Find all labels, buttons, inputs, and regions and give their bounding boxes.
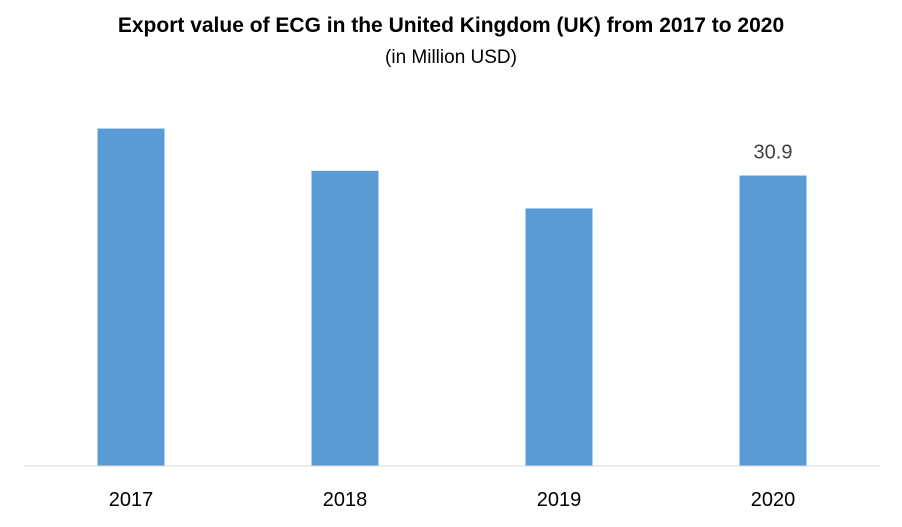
bar-2020 — [739, 175, 807, 467]
bar-2019 — [525, 208, 593, 466]
x-tick-label-2019: 2019 — [537, 489, 582, 511]
bars-group — [97, 128, 807, 467]
data-label-2020: 30.9 — [754, 142, 793, 164]
bar-2017 — [97, 128, 165, 467]
bar-2018 — [311, 170, 379, 466]
data-labels: 30.9 — [754, 142, 793, 164]
chart-subtitle: (in Million USD) — [385, 47, 517, 68]
chart-title: Export value of ECG in the United Kingdo… — [117, 14, 785, 37]
x-tick-label-2020: 2020 — [751, 489, 796, 511]
x-tick-label-2017: 2017 — [109, 489, 154, 511]
x-tick-label-2018: 2018 — [323, 489, 368, 511]
x-tick-labels: 2017 2018 2019 2020 — [109, 489, 796, 511]
